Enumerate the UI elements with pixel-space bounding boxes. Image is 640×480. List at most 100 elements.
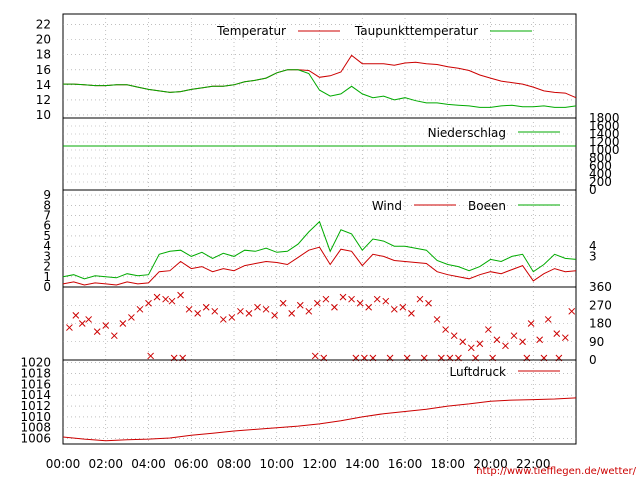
data-point (279, 299, 287, 307)
y-tick-label: 1012 (20, 399, 51, 413)
y-tick-label: 3 (43, 249, 51, 263)
data-point (331, 303, 338, 311)
y-tick-label: 1008 (20, 421, 51, 435)
y-tick-label: 1400 (589, 127, 620, 141)
y-tick-label: 0 (43, 280, 51, 294)
data-point (544, 316, 552, 323)
data-point (339, 293, 347, 301)
data-point (93, 328, 101, 335)
data-point (568, 307, 576, 315)
data-point (262, 305, 270, 313)
x-tick-label: 10:00 (259, 457, 294, 471)
data-point (85, 316, 93, 323)
data-point (433, 316, 441, 323)
legend-label: Wind (372, 199, 402, 213)
y-tick-label: 400 (589, 167, 612, 181)
y-tick-label: 6 (43, 219, 51, 233)
y-tick-label: 1018 (20, 367, 51, 381)
data-point (119, 320, 127, 327)
y-tick-label: 14 (36, 78, 51, 92)
y-tick-label: 360 (589, 280, 612, 294)
legend-label: Niederschlag (428, 126, 506, 140)
data-point (185, 305, 193, 313)
legend-label: Temperatur (216, 24, 286, 38)
y-tick-label: 1010 (20, 410, 51, 424)
data-point (416, 295, 424, 303)
data-point (510, 332, 518, 340)
legend-label: Boeen (468, 199, 506, 213)
credit-text[interactable]: http://www.tiefflegen.de/wetter/ (476, 466, 636, 477)
data-point (408, 310, 415, 317)
data-point (322, 295, 330, 303)
y-tick-label: 22 (36, 18, 51, 32)
data-point (162, 295, 169, 303)
data-point (390, 305, 398, 313)
data-point (296, 301, 304, 309)
y-tick-label: 10 (36, 108, 51, 122)
y-tick-label: 180 (589, 317, 612, 331)
data-point (502, 342, 509, 350)
y-tick-label: 4 (43, 239, 51, 253)
data-point (519, 338, 526, 346)
y-tick-label: 200 (589, 175, 612, 189)
data-point (467, 344, 475, 352)
data-point (553, 330, 561, 337)
data-point (145, 299, 152, 307)
y-tick-label-right: 4 (589, 239, 597, 253)
data-point (373, 295, 381, 303)
data-point (66, 324, 73, 331)
x-tick-label: 22:00 (516, 457, 551, 471)
y-tick-label: 1 (43, 270, 51, 284)
y-tick-label: 12 (36, 93, 51, 107)
series-line (63, 54, 577, 99)
y-tick-label: 1006 (20, 432, 51, 446)
y-tick-label: 16 (36, 63, 51, 77)
y-tick-label-right: 3 (589, 249, 597, 263)
data-point (311, 352, 319, 360)
data-point (136, 305, 144, 313)
x-tick-label: 20:00 (473, 457, 508, 471)
data-point (485, 326, 492, 333)
x-tick-label: 14:00 (345, 457, 380, 471)
y-tick-label: 270 (589, 298, 612, 312)
data-point (536, 336, 544, 344)
data-point (271, 312, 278, 319)
data-point (128, 314, 135, 321)
panel-3: 0 90 180 270 360 (62, 280, 612, 367)
y-tick-label: 8 (43, 198, 51, 212)
y-tick-label: 0 (589, 353, 597, 367)
x-tick-label: 00:00 (46, 457, 81, 471)
y-tick-label: 2 (43, 260, 51, 274)
data-point (493, 336, 501, 344)
data-point (78, 320, 86, 327)
data-point (168, 297, 176, 305)
data-point (147, 352, 154, 360)
y-tick-label: 9 (43, 188, 51, 202)
x-tick-label: 08:00 (217, 457, 252, 471)
y-tick-label: 1800 (589, 111, 620, 125)
data-point (459, 338, 467, 346)
data-point (365, 303, 373, 311)
y-tick-label: 600 (589, 159, 612, 173)
series-line (62, 397, 577, 442)
data-point (527, 320, 535, 327)
y-tick-label: 18 (36, 48, 51, 62)
data-point (348, 295, 355, 303)
data-point (442, 326, 449, 333)
data-point (288, 310, 296, 317)
y-tick-label: 1600 (589, 119, 620, 133)
series-line (63, 69, 577, 108)
data-point (356, 299, 364, 307)
x-tick-label: 02:00 (88, 457, 123, 471)
data-point (425, 299, 432, 307)
data-point (382, 297, 390, 305)
x-tick-label: 06:00 (174, 457, 209, 471)
data-point (237, 307, 244, 315)
data-point (245, 310, 253, 317)
data-point (194, 310, 202, 317)
y-tick-label: 1200 (589, 135, 620, 149)
